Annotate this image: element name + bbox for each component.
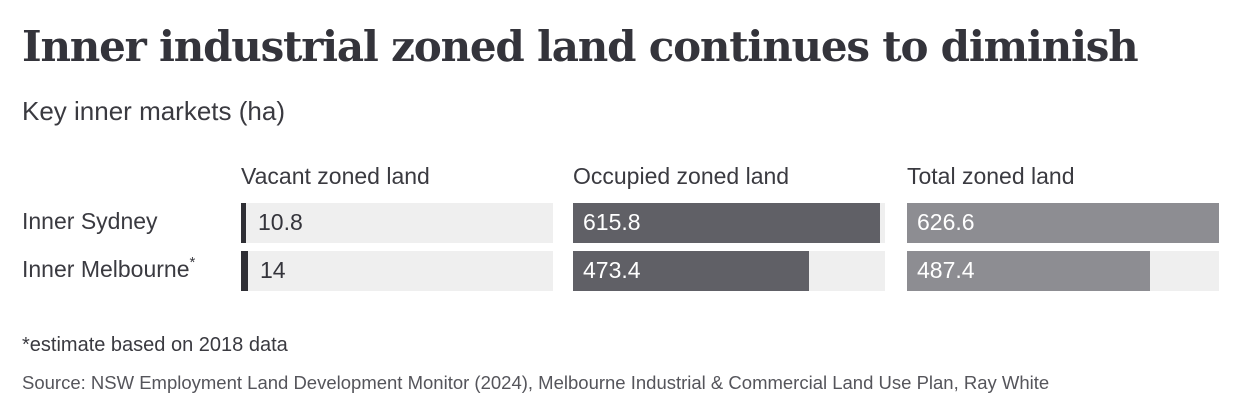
value-label: 626.6 — [917, 209, 975, 235]
bar-track: 487.4 — [907, 251, 1219, 291]
chart-title: Inner industrial zoned land continues to… — [22, 22, 1139, 71]
bar-track: 14 — [241, 251, 553, 291]
value-label: 10.8 — [258, 209, 303, 235]
value-label: 14 — [260, 257, 286, 283]
row-label-inner-melbourne: Inner Melbourne* — [22, 254, 196, 283]
value-label: 487.4 — [917, 257, 975, 283]
bar-track: 473.4 — [573, 251, 885, 291]
column-header-total: Total zoned land — [907, 163, 1075, 189]
row-label-inner-sydney: Inner Sydney — [22, 208, 158, 235]
footnote-marker: * — [189, 254, 196, 271]
value-label: 615.8 — [583, 209, 641, 235]
bar-track: 10.8 — [241, 203, 553, 243]
row-label-text: Inner Sydney — [22, 208, 158, 234]
bar-track: 626.6 — [907, 203, 1219, 243]
column-header-occupied: Occupied zoned land — [573, 163, 790, 189]
bar-occupied-inner-melbourne — [573, 251, 809, 291]
source-note: Source: NSW Employment Land Development … — [22, 372, 1050, 393]
bar-vacant-inner-melbourne — [241, 251, 248, 291]
bar-occupied-inner-sydney — [573, 203, 880, 243]
chart-subtitle: Key inner markets (ha) — [22, 96, 285, 126]
value-label: 473.4 — [583, 257, 641, 283]
column-header-vacant: Vacant zoned land — [241, 163, 430, 189]
bar-total-inner-sydney — [907, 203, 1219, 243]
footnote: *estimate based on 2018 data — [22, 334, 288, 356]
bar-total-inner-melbourne — [907, 251, 1150, 291]
row-label-text: Inner Melbourne — [22, 256, 190, 282]
bar-track: 615.8 — [573, 203, 885, 243]
bar-vacant-inner-sydney — [241, 203, 246, 243]
